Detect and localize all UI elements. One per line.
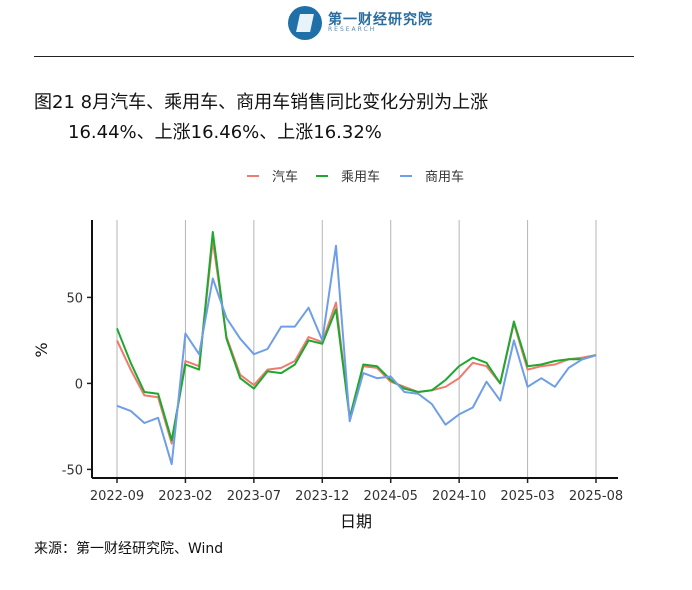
- y-tick-label: 0: [75, 377, 83, 392]
- header: 第一财经研究院 RESEARCH: [0, 0, 692, 58]
- logo-text: 第一财经研究院 RESEARCH: [328, 13, 433, 33]
- legend-label: 乘用车: [341, 169, 380, 185]
- y-tick-label: 50: [66, 291, 83, 306]
- legend-label: 汽车: [272, 169, 298, 185]
- logo-english: RESEARCH: [328, 26, 377, 33]
- x-tick-label: 2023-12: [295, 489, 349, 504]
- header-divider: [34, 56, 634, 57]
- logo-chinese: 第一财经研究院: [328, 12, 433, 28]
- logo-icon: [288, 6, 322, 40]
- x-tick-label: 2023-02: [158, 489, 212, 504]
- title-line-1: 图21 8月汽车、乘用车、商用车销售同比变化分别为上涨: [34, 92, 489, 113]
- chart-legend: 汽车 乘用车 商用车: [247, 169, 464, 185]
- series-line-商用车: [116, 244, 597, 466]
- x-tick-label: 2024-05: [364, 489, 418, 504]
- series-line-汽车: [116, 239, 597, 445]
- x-tick-label: 2025-08: [569, 489, 623, 504]
- source-note: 来源：第一财经研究院、Wind: [34, 541, 224, 557]
- figure-title: 图21 8月汽车、乘用车、商用车销售同比变化分别为上涨 16.44%、上涨16.…: [34, 88, 654, 148]
- series-line-乘用车: [116, 231, 597, 442]
- title-line-2: 16.44%、上涨16.46%、上涨16.32%: [68, 122, 382, 143]
- chart-tick-labels: 2022-09 2023-02 2023-07 2023-12 2024-05 2024-…: [62, 291, 623, 504]
- brand-logo: 第一财经研究院 RESEARCH: [288, 6, 433, 40]
- x-tick-label: 2025-03: [500, 489, 554, 504]
- chart-series: [116, 231, 597, 466]
- x-tick-label: 2023-07: [227, 489, 281, 504]
- chart-axes: [87, 220, 618, 483]
- x-tick-label: 2022-09: [90, 489, 144, 504]
- x-axis-label: 日期: [340, 512, 372, 531]
- x-tick-label: 2024-10: [432, 489, 486, 504]
- y-tick-label: -50: [62, 463, 83, 478]
- y-axis-label: %: [32, 342, 51, 357]
- legend-label: 商用车: [425, 169, 464, 185]
- chart-gridlines: [116, 220, 597, 478]
